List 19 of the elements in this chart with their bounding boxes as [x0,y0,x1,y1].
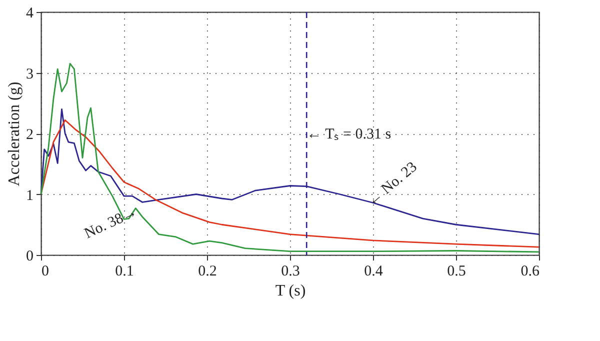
line-series [40,119,540,248]
y-tick-label: 4 [26,6,34,22]
x-axis-title: T (s) [275,282,306,300]
y-tick-label: 2 [26,127,34,143]
x-tick-label: 0 [42,264,49,280]
x-tick-label: 0.6 [520,264,540,280]
x-tick-label: 0.2 [198,264,217,280]
y-tick-label: 1 [26,188,34,204]
x-tick-label: 0.1 [115,264,134,280]
x-tick-label: 0.3 [281,264,300,280]
annotation: ← Tₛ = 0.31 s [306,126,392,142]
annotation: ← No. 23 [364,159,420,210]
x-tick-label: 0.5 [447,264,466,280]
line-series [40,62,540,253]
annotation: No. 38→ [82,204,140,242]
x-tick-label: 0.4 [364,264,384,280]
y-tick-label: 3 [26,66,34,82]
y-tick-label: 0 [26,248,34,264]
y-axis-title: Acceleration (g) [6,82,23,186]
